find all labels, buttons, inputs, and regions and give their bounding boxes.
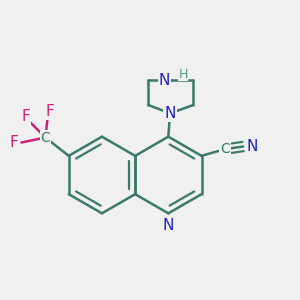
Text: F: F <box>21 109 30 124</box>
Text: N: N <box>159 73 170 88</box>
Text: N: N <box>247 139 258 154</box>
Text: N: N <box>163 218 174 233</box>
Text: F: F <box>9 135 18 150</box>
Text: H: H <box>178 68 188 80</box>
Text: C: C <box>40 130 50 145</box>
Text: N: N <box>164 106 176 121</box>
Text: F: F <box>45 104 54 119</box>
Text: C: C <box>220 142 230 156</box>
